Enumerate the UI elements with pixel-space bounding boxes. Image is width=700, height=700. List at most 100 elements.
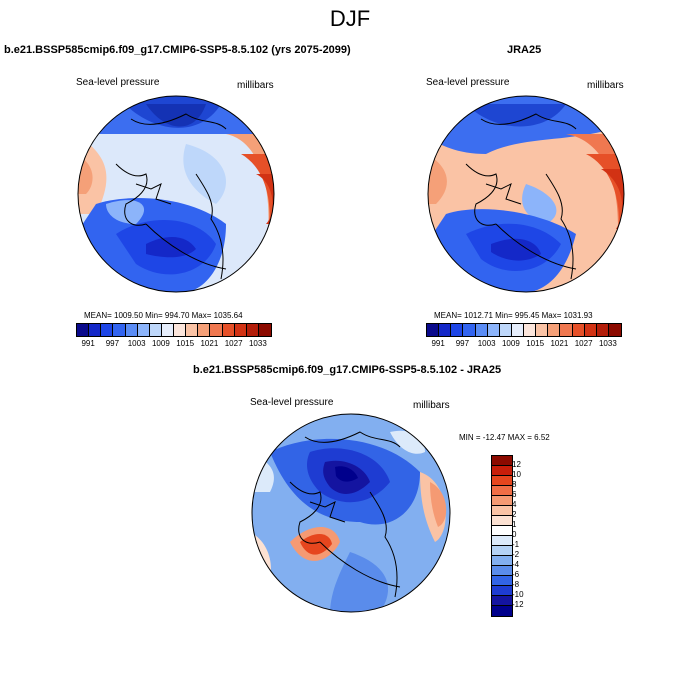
panel-obs-units: millibars — [587, 80, 624, 91]
colorbar-tick-label: 10 — [512, 470, 521, 479]
colorbar-swatch — [492, 566, 512, 576]
colorbar-swatch — [161, 324, 174, 336]
colorbar-swatch — [475, 324, 488, 336]
colorbar-tick-label: 1003 — [477, 339, 496, 348]
colorbar-tick-label: 1009 — [501, 339, 520, 348]
colorbar-swatch — [439, 324, 452, 336]
colorbar-swatch — [101, 324, 114, 336]
panel-obs-stats: MEAN= 1012.71 Min= 995.45 Max= 1031.93 — [434, 311, 593, 320]
colorbar-swatch — [234, 324, 247, 336]
colorbar-tick-label: 1027 — [574, 339, 593, 348]
panel-obs-colorbar-labels: 991 997 1003 1009 1015 1021 1027 1033 — [426, 339, 620, 351]
colorbar-swatch — [427, 324, 440, 336]
colorbar-tick-label: 1033 — [248, 339, 267, 348]
colorbar-tick-label: 1015 — [176, 339, 195, 348]
colorbar-swatch — [492, 486, 512, 496]
colorbar-tick-label: -1 — [512, 540, 520, 549]
colorbar-swatch — [492, 556, 512, 566]
colorbar-swatch — [492, 516, 512, 526]
colorbar-swatch — [492, 546, 512, 556]
colorbar-tick-label: 1009 — [151, 339, 170, 348]
colorbar-tick-label: -6 — [512, 570, 520, 579]
panel-model-colorbar — [76, 323, 272, 337]
colorbar-swatch — [222, 324, 235, 336]
colorbar-swatch — [125, 324, 138, 336]
colorbar-tick-label: -8 — [512, 580, 520, 589]
colorbar-tick-label: 0 — [512, 530, 517, 539]
colorbar-tick-label: 997 — [105, 339, 120, 348]
panel-diff-stats: MIN = -12.47 MAX = 6.52 — [459, 433, 550, 442]
colorbar-swatch — [548, 324, 561, 336]
colorbar-swatch — [137, 324, 150, 336]
colorbar-swatch — [584, 324, 597, 336]
colorbar-swatch — [492, 506, 512, 516]
panel-model-title: b.e21.BSSP585cmip6.f09_g17.CMIP6-SSP5-8.… — [4, 44, 351, 56]
colorbar-swatch — [451, 324, 464, 336]
panel-model-stats: MEAN= 1009.50 Min= 994.70 Max= 1035.64 — [84, 311, 243, 320]
colorbar-swatch — [560, 324, 573, 336]
colorbar-tick-label: 1027 — [224, 339, 243, 348]
colorbar-swatch — [198, 324, 211, 336]
colorbar-swatch — [511, 324, 524, 336]
colorbar-tick-label: 991 — [81, 339, 95, 348]
colorbar-tick-label: 8 — [512, 480, 517, 489]
colorbar-swatch — [492, 576, 512, 586]
panel-diff-colorbar — [491, 455, 513, 617]
colorbar-swatch — [113, 324, 126, 336]
colorbar-tick-label: 1003 — [127, 339, 146, 348]
panel-obs-colorbar — [426, 323, 622, 337]
panel-model-field-label: Sea-level pressure — [76, 77, 160, 88]
colorbar-tick-label: -2 — [512, 550, 520, 559]
colorbar-tick-label: 991 — [431, 339, 445, 348]
colorbar-swatch — [210, 324, 223, 336]
colorbar-swatch — [149, 324, 162, 336]
colorbar-swatch — [258, 324, 271, 336]
colorbar-swatch — [536, 324, 549, 336]
colorbar-tick-label: 997 — [455, 339, 470, 348]
panel-diff-title: b.e21.BSSP585cmip6.f09_g17.CMIP6-SSP5-8.… — [193, 364, 502, 376]
panel-diff-units: millibars — [413, 400, 450, 411]
panel-obs-map — [427, 95, 625, 293]
colorbar-swatch — [608, 324, 621, 336]
panel-obs-field-label: Sea-level pressure — [426, 77, 510, 88]
colorbar-tick-label: 1021 — [200, 339, 219, 348]
colorbar-swatch — [492, 466, 512, 476]
colorbar-swatch — [596, 324, 609, 336]
colorbar-swatch — [89, 324, 102, 336]
colorbar-tick-label: 6 — [512, 490, 517, 499]
colorbar-swatch — [174, 324, 187, 336]
colorbar-tick-label: -4 — [512, 560, 520, 569]
colorbar-swatch — [499, 324, 512, 336]
colorbar-tick-label: 1033 — [598, 339, 617, 348]
colorbar-swatch — [487, 324, 500, 336]
colorbar-swatch — [492, 456, 512, 466]
panel-diff-map — [251, 413, 451, 613]
colorbar-swatch — [186, 324, 199, 336]
colorbar-swatch — [492, 606, 512, 616]
panel-model-units: millibars — [237, 80, 274, 91]
colorbar-swatch — [524, 324, 537, 336]
colorbar-tick-label: 1021 — [550, 339, 569, 348]
colorbar-tick-label: 12 — [512, 460, 521, 469]
colorbar-tick-label: -12 — [512, 600, 524, 609]
panel-diff-colorbar-labels: 12 10 8 6 4 2 1 0 -1 -2 -4 -6 -8 -10 -12 — [512, 455, 542, 615]
panel-obs-title: JRA25 — [507, 44, 542, 56]
colorbar-swatch — [492, 596, 512, 606]
colorbar-tick-label: 2 — [512, 510, 517, 519]
panel-model-colorbar-labels: 991 997 1003 1009 1015 1021 1027 1033 — [76, 339, 270, 351]
colorbar-swatch — [492, 496, 512, 506]
figure-title: DJF — [329, 6, 371, 31]
colorbar-swatch — [77, 324, 90, 336]
colorbar-swatch — [572, 324, 585, 336]
colorbar-swatch — [246, 324, 259, 336]
colorbar-tick-label: 1015 — [526, 339, 545, 348]
colorbar-swatch — [463, 324, 476, 336]
colorbar-swatch — [492, 586, 512, 596]
colorbar-swatch — [492, 526, 512, 536]
colorbar-swatch — [492, 476, 512, 486]
panel-model-map — [77, 95, 275, 293]
panel-diff-field-label: Sea-level pressure — [250, 397, 334, 408]
colorbar-tick-label: -10 — [512, 590, 524, 599]
colorbar-tick-label: 4 — [512, 500, 517, 509]
colorbar-tick-label: 1 — [512, 520, 517, 529]
